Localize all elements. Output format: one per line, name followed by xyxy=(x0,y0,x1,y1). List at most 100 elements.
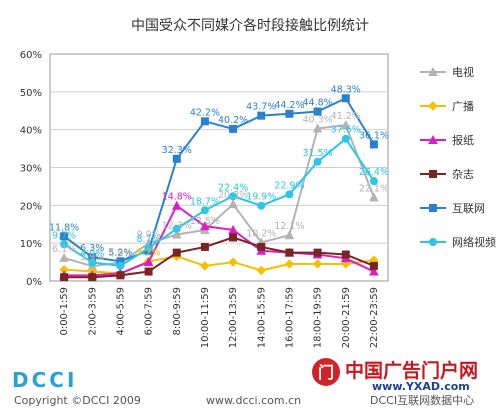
legend-item: 互联网 xyxy=(420,202,485,215)
data-label: 12.3% xyxy=(162,220,192,231)
data-label: 3.9% xyxy=(80,252,104,263)
data-labels: 11.8%6.3% 5.2% 32.3% 42.2%40.2% 43.7%44.2%44… xyxy=(49,84,389,263)
watermark-site-name: 中国广告门户网 xyxy=(345,359,478,382)
data-point xyxy=(369,177,378,186)
data-point xyxy=(285,190,294,199)
y-tick-label: 0% xyxy=(26,277,42,288)
x-axis-ticks: 0:00-1:59 2:00-3:59 4:00-5:59 6:00-7:59 8:00… xyxy=(59,287,380,348)
data-label: 43.7% xyxy=(246,102,276,113)
x-tick-label: 8:00-9:59 xyxy=(172,287,183,336)
series-5 xyxy=(60,134,378,270)
x-tick-label: 16:00-17:59 xyxy=(284,287,295,348)
data-label: 32.3% xyxy=(162,145,192,156)
copyright-text: Copyright ©DCCI 2009 xyxy=(14,394,141,407)
data-point xyxy=(257,242,266,251)
data-point xyxy=(200,242,209,251)
data-point xyxy=(369,192,379,202)
data-point xyxy=(228,224,238,234)
data-label: 4.9% xyxy=(80,248,104,259)
data-point xyxy=(429,170,437,178)
y-tick-label: 30% xyxy=(20,164,42,175)
data-label: 5.2% xyxy=(108,247,132,258)
data-label: 20.3% xyxy=(218,190,248,201)
data-label: 44.8% xyxy=(302,98,332,109)
series-lines xyxy=(59,94,379,282)
x-tick-label: 18:00-19:59 xyxy=(313,287,324,348)
data-point xyxy=(172,154,181,163)
data-label: 12.1% xyxy=(274,221,304,232)
series-line xyxy=(63,124,375,268)
data-label: 6.3% xyxy=(80,243,104,254)
data-label: 42.2% xyxy=(190,107,220,118)
data-point xyxy=(60,240,69,249)
data-point xyxy=(229,192,238,201)
x-tick-label: 20:00-21:59 xyxy=(341,287,352,348)
data-label: 44.2% xyxy=(274,100,304,111)
data-point xyxy=(228,199,238,209)
x-tick-label: 2:00-3:59 xyxy=(87,287,98,336)
data-point xyxy=(428,66,438,76)
x-tick-label: 14:00-15:59 xyxy=(256,287,267,348)
data-label: 36.1% xyxy=(359,130,389,141)
watermark-logo-icon xyxy=(312,358,340,386)
data-point xyxy=(429,238,437,246)
x-tick-label: 4:00-5:59 xyxy=(115,287,126,336)
data-label: 10.2% xyxy=(246,228,276,239)
data-point xyxy=(313,107,322,116)
data-label: 18.7% xyxy=(190,196,220,207)
data-point xyxy=(312,123,323,133)
series-line xyxy=(63,96,375,263)
data-point xyxy=(200,117,209,126)
y-tick-label: 50% xyxy=(20,88,42,99)
data-label: 37.6% xyxy=(331,125,361,136)
chart-title: 中国受众不同媒介各时段接触比例统计 xyxy=(131,17,369,34)
data-label: 9.7% xyxy=(52,230,76,241)
data-label: 41.2% xyxy=(331,111,361,122)
data-point xyxy=(144,244,153,253)
data-label: 11.8% xyxy=(49,222,79,233)
data-point xyxy=(285,248,294,257)
data-point xyxy=(341,250,350,259)
data-point xyxy=(60,232,69,241)
data-point xyxy=(284,259,295,269)
x-tick-label: 22:00-23:59 xyxy=(369,287,380,348)
y-tick-label: 10% xyxy=(20,239,42,250)
data-label: 40.3% xyxy=(302,115,332,126)
y-tick-label: 20% xyxy=(20,201,42,212)
data-point xyxy=(172,224,181,233)
legend-item: 杂志 xyxy=(420,168,474,181)
grid xyxy=(49,53,389,282)
data-label: 22.1% xyxy=(359,183,389,194)
series-line xyxy=(63,137,375,267)
legend-item: 报纸 xyxy=(420,133,474,147)
data-point xyxy=(285,109,294,118)
x-tick-label: 0:00-1:59 xyxy=(59,287,70,336)
data-point xyxy=(88,258,97,267)
data-point xyxy=(341,94,350,103)
legend-label: 广播 xyxy=(452,99,474,113)
data-label: 13.5% xyxy=(190,216,220,227)
data-label: 31.5% xyxy=(302,148,332,159)
data-point xyxy=(369,140,378,149)
data-label: 14.8% xyxy=(162,192,192,203)
data-point xyxy=(200,206,209,215)
legend-label: 报纸 xyxy=(452,133,474,147)
data-point xyxy=(88,273,97,282)
data-point xyxy=(257,201,266,210)
y-tick-label: 40% xyxy=(20,126,42,137)
x-tick-label: 12:00-13:59 xyxy=(228,287,239,348)
y-axis-ticks: 0% 10% 20% 30% 40% 50% 60% xyxy=(20,50,42,288)
data-label: 9.9% xyxy=(137,230,161,241)
series-3 xyxy=(60,233,378,282)
footer-source-text: DCCI互联网数据中心 xyxy=(370,393,474,407)
data-label: 22.4% xyxy=(218,182,248,193)
data-point xyxy=(369,261,378,270)
legend-item: 广播 xyxy=(420,99,474,113)
data-point xyxy=(143,257,154,267)
data-point xyxy=(144,267,153,276)
legend-label: 电视 xyxy=(452,65,474,79)
data-point xyxy=(340,120,351,130)
y-tick-label: 60% xyxy=(20,50,42,61)
